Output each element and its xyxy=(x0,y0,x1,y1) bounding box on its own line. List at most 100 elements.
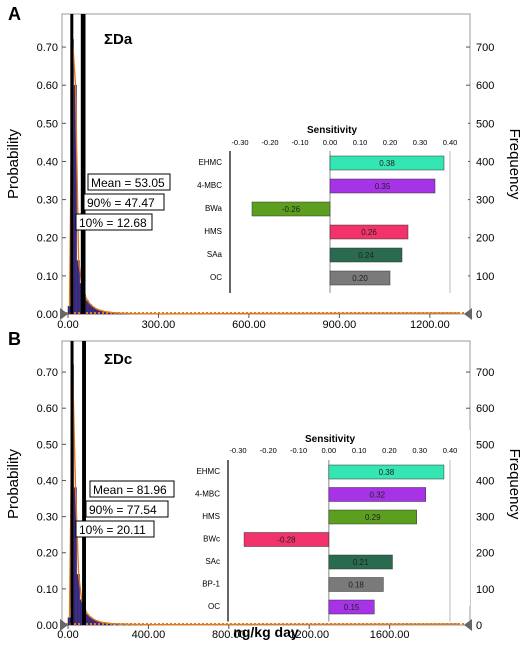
sensitivity-category-label: HMS xyxy=(202,512,220,521)
sensitivity-category-label: HMS xyxy=(204,227,222,236)
y-tick-label-left: 0.40 xyxy=(37,475,58,487)
y-tick-label-right: 400 xyxy=(476,156,494,168)
sensitivity-category-label: SAa xyxy=(207,250,223,259)
y-tick-label-left: 0.00 xyxy=(37,309,58,321)
sensitivity-tick-label: -0.30 xyxy=(229,446,246,455)
y-axis-label-right-a: Frequency xyxy=(506,129,523,200)
y-tick-label-right: 200 xyxy=(476,548,494,560)
sensitivity-value-label: -0.28 xyxy=(277,536,296,545)
y-tick-label-right: 700 xyxy=(476,367,494,379)
sensitivity-value-label: 0.29 xyxy=(365,513,381,522)
x-tick-label: 0.00 xyxy=(57,629,78,641)
sensitivity-title-b: Sensitivity xyxy=(305,434,355,445)
y-tick-label-right: 600 xyxy=(476,403,494,415)
sensitivity-tick-label: 0.10 xyxy=(353,138,368,147)
sensitivity-tick-label: 0.40 xyxy=(443,138,458,147)
x-tick-label: 1200.00 xyxy=(410,319,450,331)
sensitivity-value-label: 0.32 xyxy=(370,491,386,500)
sensitivity-category-label: 4-MBC xyxy=(195,490,220,499)
stat-label-p10: 10% = 12.68 xyxy=(79,216,147,230)
sensitivity-value-label: 0.21 xyxy=(353,558,369,567)
y-tick-label-left: 0.60 xyxy=(37,403,58,415)
sensitivity-tick-label: -0.30 xyxy=(231,138,248,147)
panel-a: A ΣDa Probability Frequency 0.00 0 0.10 100… xyxy=(5,4,523,331)
panel-label-a: A xyxy=(8,4,21,24)
sensitivity-category-label: BWc xyxy=(203,535,220,544)
y-tick-label-right: 400 xyxy=(476,475,494,487)
y-tick-label-right: 300 xyxy=(476,512,494,524)
x-tick-label: 600.00 xyxy=(232,319,266,331)
sensitivity-category-label: 4-MBC xyxy=(197,181,222,190)
panel-label-b: B xyxy=(8,329,21,349)
sensitivity-category-label: SAc xyxy=(205,557,220,566)
y-tick-label-right: 0 xyxy=(476,309,482,321)
y-tick-label-right: 300 xyxy=(476,195,494,207)
y-tick-label-left: 0.50 xyxy=(37,439,58,451)
y-axis-label-left-a: Probability xyxy=(5,128,22,199)
sensitivity-tick-label: -0.10 xyxy=(291,138,308,147)
y-tick-label-left: 0.10 xyxy=(37,584,58,596)
sensitivity-tick-label: 0.40 xyxy=(443,446,458,455)
panel-b: B ΣDc Probability Frequency ng/kg day 0.… xyxy=(5,329,523,641)
x-tick-label: 1600.00 xyxy=(370,629,410,641)
sensitivity-category-label: BWa xyxy=(205,204,223,213)
x-tick-label: 900.00 xyxy=(323,319,357,331)
x-tick-label: 0.00 xyxy=(57,319,78,331)
sensitivity-tick-label: 0.20 xyxy=(383,138,398,147)
sensitivity-chart-b: Sensitivity -0.30 -0.20 -0.10 0.00 0.10 0.20 0… xyxy=(195,430,470,622)
stat-label-p10: 10% = 20.11 xyxy=(79,523,146,537)
sensitivity-value-label: 0.15 xyxy=(344,603,360,612)
sensitivity-tick-label: -0.10 xyxy=(290,446,307,455)
sensitivity-category-label: OC xyxy=(208,602,220,611)
x-tick-label: 300.00 xyxy=(142,319,176,331)
sensitivity-tick-label: 0.20 xyxy=(382,446,397,455)
stat-label-p90: 90% = 47.47 xyxy=(87,196,155,210)
sensitivity-category-label: EHMC xyxy=(198,158,222,167)
sensitivity-tick-label: 0.30 xyxy=(413,138,428,147)
y-tick-label-right: 500 xyxy=(476,439,494,451)
sensitivity-category-label: OC xyxy=(210,273,222,282)
x-tick-label: 400.00 xyxy=(132,629,166,641)
sensitivity-tick-label: 0.00 xyxy=(323,138,338,147)
y-tick-label-right: 0 xyxy=(476,620,482,632)
sensitivity-tick-label: -0.20 xyxy=(261,138,278,147)
sensitivity-value-label: 0.24 xyxy=(358,251,374,260)
sensitivity-tick-label: 0.10 xyxy=(352,446,367,455)
y-tick-label-left: 0.10 xyxy=(37,271,58,283)
sensitivity-value-label: 0.20 xyxy=(352,274,368,283)
x-tick-label: 800.00 xyxy=(212,629,246,641)
y-tick-label-right: 100 xyxy=(476,584,494,596)
y-tick-label-left: 0.20 xyxy=(37,548,58,560)
sensitivity-chart-a: Sensitivity -0.30 -0.20 -0.10 0.00 0.10 0.20 0… xyxy=(197,120,468,296)
sensitivity-title-a: Sensitivity xyxy=(307,125,357,136)
sensitivity-tick-label: 0.00 xyxy=(322,446,337,455)
y-tick-label-right: 600 xyxy=(476,80,494,92)
stat-label-p90: 90% = 77.54 xyxy=(89,503,157,517)
y-tick-label-left: 0.50 xyxy=(37,118,58,130)
y-axis-label-right-b: Frequency xyxy=(506,449,523,520)
y-tick-label-left: 0.60 xyxy=(37,80,58,92)
y-tick-label-left: 0.70 xyxy=(37,367,58,379)
y-tick-label-right: 700 xyxy=(476,42,494,54)
sensitivity-value-label: 0.35 xyxy=(375,182,391,191)
sensitivity-value-label: 0.18 xyxy=(348,581,364,590)
x-tick-label: 1200.00 xyxy=(289,629,329,641)
sensitivity-value-label: 0.38 xyxy=(379,468,395,477)
y-tick-label-left: 0.30 xyxy=(37,195,58,207)
stat-label-mean: Mean = 81.96 xyxy=(93,483,167,497)
sensitivity-tick-label: 0.30 xyxy=(412,446,427,455)
y-tick-label-right: 200 xyxy=(476,233,494,245)
y-tick-label-right: 100 xyxy=(476,271,494,283)
sensitivity-value-label: 0.26 xyxy=(361,228,377,237)
sensitivity-category-label: EHMC xyxy=(196,467,220,476)
stat-label-mean: Mean = 53.05 xyxy=(91,176,165,190)
sensitivity-value-label: -0.26 xyxy=(282,205,301,214)
y-axis-label-left-b: Probability xyxy=(5,448,22,519)
sensitivity-tick-label: -0.20 xyxy=(260,446,277,455)
sensitivity-value-label: 0.38 xyxy=(379,159,395,168)
y-tick-label-left: 0.30 xyxy=(37,512,58,524)
chart-title-b: ΣDc xyxy=(104,351,132,368)
chart-title-a: ΣDa xyxy=(104,31,133,48)
y-tick-label-right: 500 xyxy=(476,118,494,130)
